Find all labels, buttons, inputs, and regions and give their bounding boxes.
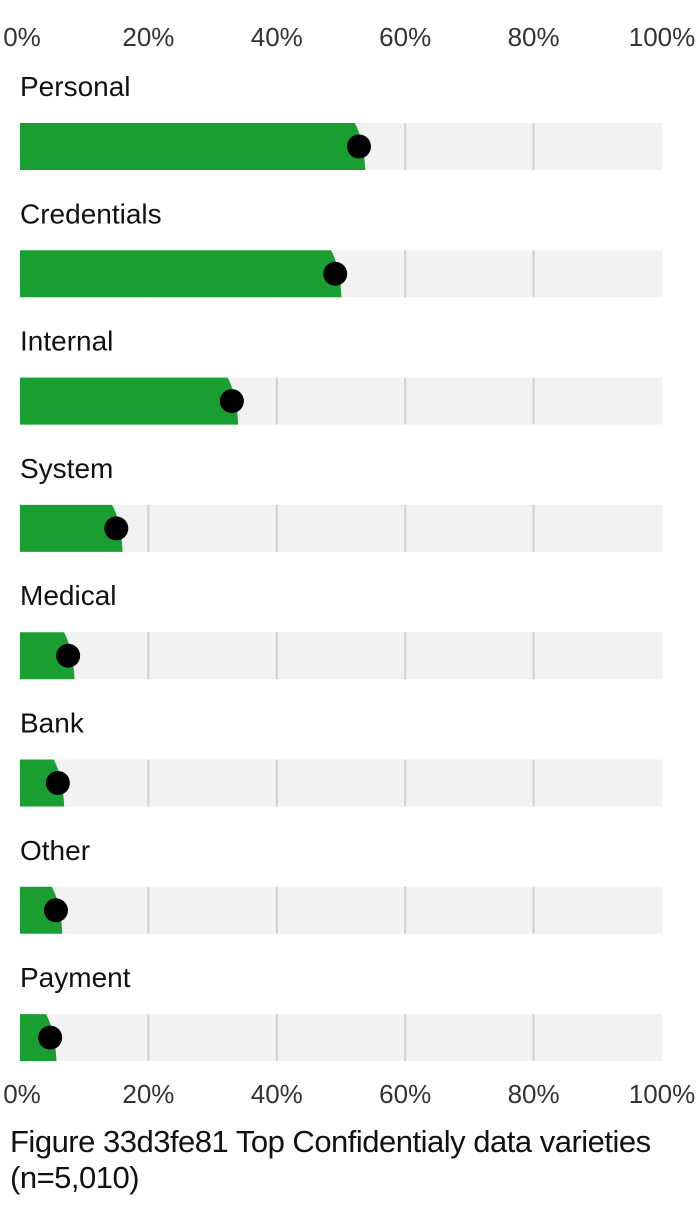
bar-track bbox=[20, 759, 662, 807]
top-axis-tick-label: 60% bbox=[379, 22, 431, 52]
bar bbox=[20, 504, 123, 552]
bar-row: Credentials bbox=[20, 198, 662, 298]
bar-rows: Personal Credentials Internal System Medical… bbox=[20, 71, 662, 1062]
bar bbox=[20, 886, 63, 934]
category-label: Internal bbox=[20, 326, 113, 357]
bar-track bbox=[20, 886, 662, 934]
bar-row: Bank bbox=[20, 708, 662, 807]
category-label: Bank bbox=[20, 708, 85, 739]
top-axis-tick-label: 80% bbox=[508, 22, 560, 52]
value-marker bbox=[45, 771, 70, 795]
value-marker bbox=[43, 898, 68, 923]
bar bbox=[20, 632, 75, 680]
bar-track bbox=[20, 632, 662, 680]
bottom-axis-tick-label: 80% bbox=[508, 1079, 560, 1109]
value-marker bbox=[323, 261, 348, 286]
caption-title: Figure 33d3fe81 Top Confidentialy data v… bbox=[10, 1124, 651, 1159]
category-label: Personal bbox=[20, 71, 131, 102]
bottom-axis-tick-label: 40% bbox=[251, 1079, 303, 1109]
bar-row: Payment bbox=[20, 962, 662, 1062]
figure-caption: Figure 33d3fe81 Top Confidentialy data v… bbox=[10, 1124, 699, 1196]
bar bbox=[20, 123, 366, 170]
bar-row: Personal bbox=[20, 71, 662, 170]
bar bbox=[20, 759, 65, 807]
caption-sample-size: (n=5,010) bbox=[10, 1160, 140, 1195]
bar bbox=[20, 250, 342, 298]
bar-row: System bbox=[20, 453, 662, 552]
bottom-axis-tick-label: 0% bbox=[3, 1079, 41, 1109]
bar-row: Other bbox=[20, 835, 662, 934]
top-axis-tick-label: 40% bbox=[251, 22, 303, 52]
bottom-axis-tick-label: 20% bbox=[122, 1079, 174, 1109]
value-marker bbox=[56, 643, 81, 668]
category-label: Payment bbox=[20, 962, 131, 993]
top-axis-tick-label: 20% bbox=[122, 22, 174, 52]
bar bbox=[20, 377, 239, 425]
top-axis: 0% 20% 40% 60% 80% 100% bbox=[3, 22, 695, 52]
category-label: System bbox=[20, 453, 113, 484]
value-marker bbox=[104, 516, 129, 541]
value-marker bbox=[346, 134, 371, 159]
bar-row: Internal bbox=[20, 326, 662, 425]
category-label: Other bbox=[20, 835, 90, 866]
bottom-axis: 0% 20% 40% 60% 80% 100% bbox=[3, 1079, 695, 1109]
bottom-axis-tick-label: 60% bbox=[379, 1079, 431, 1109]
bar-row: Medical bbox=[20, 580, 662, 680]
top-axis-tick-label: 0% bbox=[3, 22, 41, 52]
category-label: Medical bbox=[20, 580, 116, 611]
value-marker bbox=[38, 1025, 63, 1050]
bottom-axis-tick-label: 100% bbox=[629, 1079, 696, 1109]
value-marker bbox=[219, 389, 244, 414]
chart: 0% 20% 40% 60% 80% 100% Personal Credentials In… bbox=[3, 22, 695, 1109]
category-label: Credentials bbox=[20, 198, 162, 229]
bar-track bbox=[20, 1014, 662, 1062]
top-axis-tick-label: 100% bbox=[629, 22, 696, 52]
